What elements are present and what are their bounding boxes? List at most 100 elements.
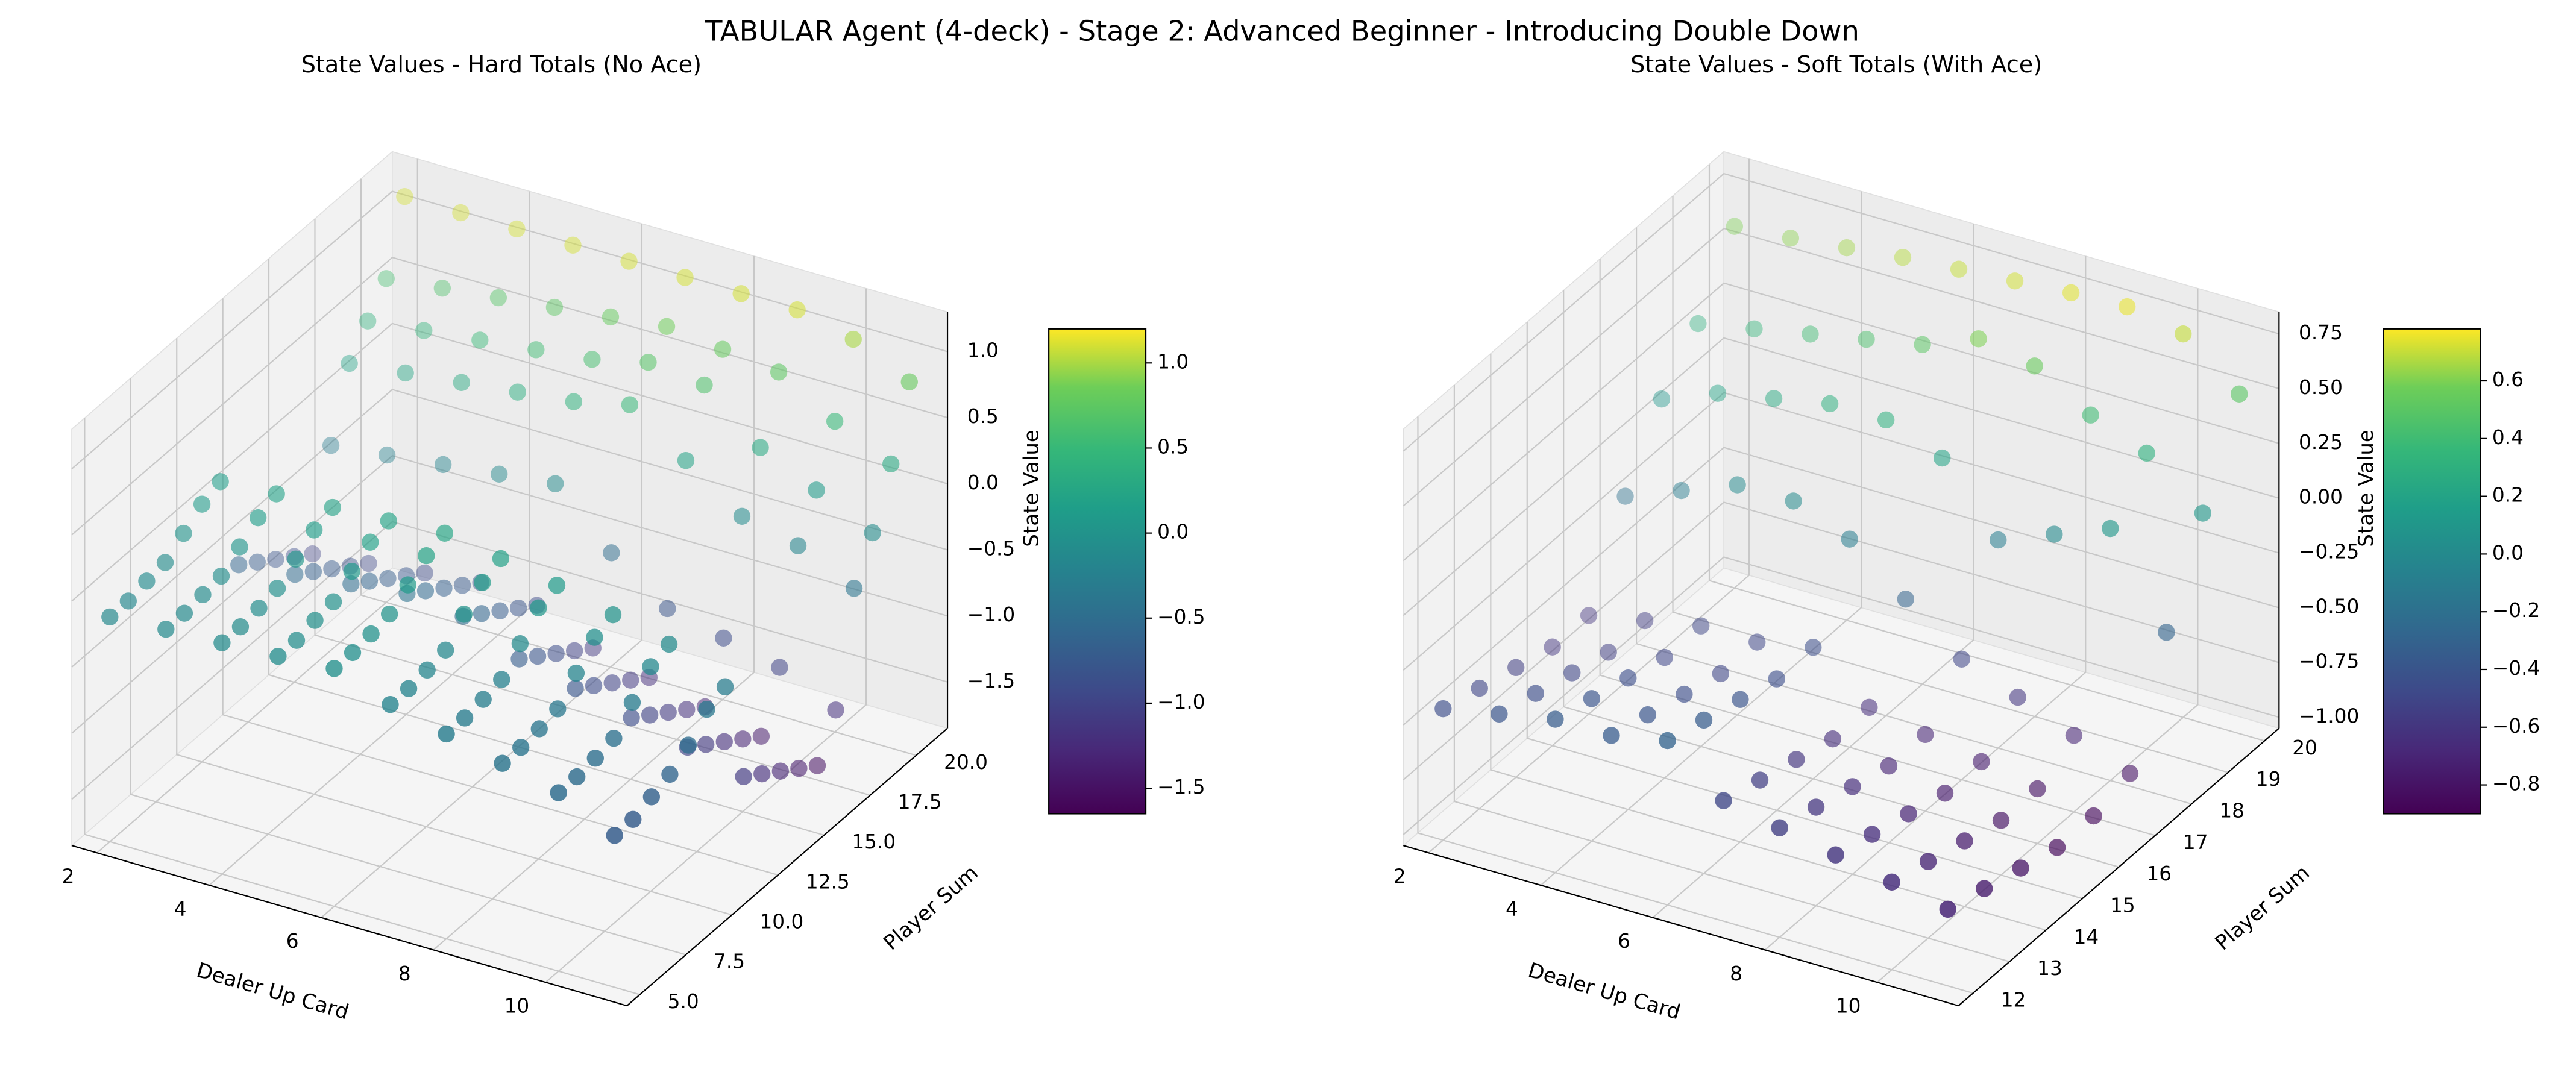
data-point xyxy=(474,574,491,591)
data-point xyxy=(2026,357,2043,375)
data-point xyxy=(304,545,321,563)
grid-line xyxy=(1428,158,1750,854)
data-point xyxy=(382,695,399,713)
x-axis-line xyxy=(1403,845,1959,1007)
y-tick-label: 13 xyxy=(2037,957,2062,980)
z-tick-label: −0.5 xyxy=(967,537,1015,560)
grid-line xyxy=(130,378,686,956)
data-point xyxy=(1939,900,1956,918)
data-point xyxy=(416,582,435,600)
data-point xyxy=(415,322,433,339)
y-tick-label: 12.5 xyxy=(806,870,850,893)
data-point xyxy=(362,625,380,643)
data-point xyxy=(1656,648,1673,666)
data-point xyxy=(1894,248,1912,266)
data-point xyxy=(567,680,584,697)
data-point xyxy=(679,736,697,754)
data-point xyxy=(193,495,211,513)
x-axis-line xyxy=(71,845,627,1007)
data-point xyxy=(1880,757,1898,775)
data-point xyxy=(1639,706,1657,724)
data-point xyxy=(659,703,677,721)
data-point xyxy=(399,576,416,594)
data-point xyxy=(360,554,377,572)
data-point xyxy=(620,252,638,270)
colorbar-tick-label: −0.6 xyxy=(2492,715,2540,738)
data-point xyxy=(493,671,510,688)
data-point xyxy=(678,701,696,718)
data-point xyxy=(2065,727,2083,744)
data-point xyxy=(1821,395,1839,413)
colorbar-tick-label: 0.0 xyxy=(1157,521,1189,544)
data-point xyxy=(175,604,193,622)
data-point xyxy=(396,188,413,205)
data-point xyxy=(1434,700,1452,718)
data-point xyxy=(491,602,509,619)
data-point xyxy=(641,706,659,724)
x-tick-label: 2 xyxy=(1393,865,1406,888)
data-point xyxy=(471,331,489,349)
z-tick-label: −1.0 xyxy=(967,603,1015,626)
data-point xyxy=(1709,384,1727,402)
data-point xyxy=(697,736,715,753)
x-tick-label: 4 xyxy=(174,897,187,920)
data-point xyxy=(527,341,545,359)
colorbar-tick-label: −0.8 xyxy=(2492,773,2540,795)
data-point xyxy=(455,606,473,623)
x-tick-label: 10 xyxy=(504,995,530,1018)
data-point xyxy=(1732,691,1749,708)
data-point xyxy=(586,750,604,767)
grid-line xyxy=(176,338,732,916)
data-point xyxy=(510,650,528,668)
data-point xyxy=(304,563,322,580)
y-tick-label: 17 xyxy=(2183,831,2208,854)
data-point xyxy=(1936,785,1954,802)
data-point xyxy=(397,364,414,382)
data-point xyxy=(1583,690,1601,707)
data-point xyxy=(231,538,248,556)
subplot: State Values - Soft Totals (With Ace) 2 4 6… xyxy=(1393,52,2540,1024)
data-point xyxy=(2231,385,2248,403)
subplot-title: State Values - Hard Totals (No Ace) xyxy=(301,52,702,78)
grid-line xyxy=(1403,447,2279,726)
data-point xyxy=(604,606,622,624)
data-point xyxy=(735,768,752,785)
data-point xyxy=(529,647,547,665)
data-point xyxy=(230,556,248,574)
x-tick-label: 6 xyxy=(286,930,299,953)
data-point xyxy=(416,564,433,582)
y-axis-label: Player Sum xyxy=(2211,860,2314,955)
colorbar xyxy=(1048,328,1147,815)
x-tick-label: 10 xyxy=(1836,995,1861,1018)
data-point xyxy=(771,659,788,676)
figure-title: TABULAR Agent (4-deck) - Stage 2: Advanc… xyxy=(705,14,1859,47)
data-point xyxy=(844,330,862,348)
data-point xyxy=(1976,880,1993,897)
data-point xyxy=(1659,732,1676,750)
data-point xyxy=(231,618,250,636)
grid-line xyxy=(71,322,948,602)
data-point xyxy=(344,644,362,662)
data-point xyxy=(565,393,583,410)
data-point xyxy=(2082,406,2099,424)
grid-line xyxy=(1453,385,2010,962)
subplot-title: State Values - Soft Totals (With Ace) xyxy=(1630,52,2042,78)
grid-line xyxy=(1403,556,2279,835)
data-point xyxy=(1507,659,1525,677)
data-point xyxy=(900,373,918,390)
data-point xyxy=(752,439,769,456)
data-point xyxy=(602,308,620,326)
z-tick-label: 1.0 xyxy=(967,339,999,362)
data-point xyxy=(2121,765,2139,782)
z-axis-label: State Value xyxy=(1019,430,1043,547)
z-axis-label: State Value xyxy=(2354,430,2378,547)
data-point xyxy=(586,628,603,646)
data-point xyxy=(2006,272,2024,290)
data-point xyxy=(359,312,377,330)
data-point xyxy=(642,658,659,675)
colorbar-tick-label: 0.0 xyxy=(2492,541,2524,564)
colorbar xyxy=(2383,328,2481,815)
data-point xyxy=(453,374,470,391)
data-point xyxy=(2046,525,2063,543)
